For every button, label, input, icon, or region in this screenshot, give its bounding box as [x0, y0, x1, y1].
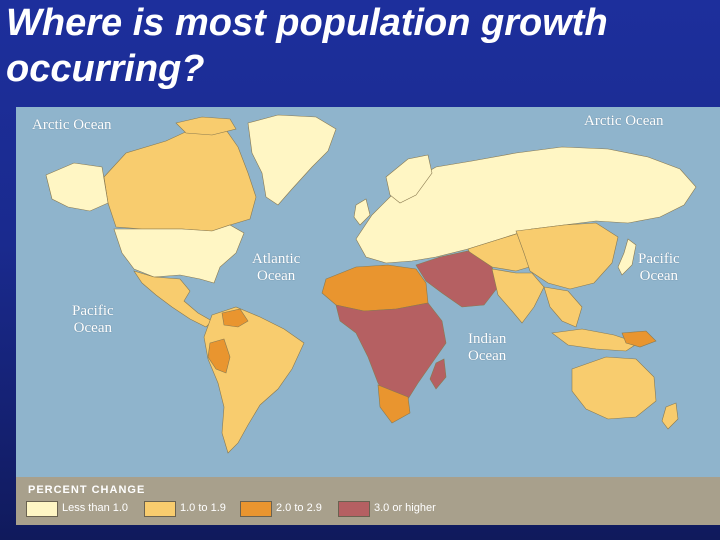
legend-label: 2.0 to 2.9 [276, 502, 322, 514]
ocean-label-atlantic-line1: Atlantic [252, 251, 301, 267]
ocean-label-pacific-right-line1: Pacific [638, 251, 680, 267]
europe-russia [355, 146, 697, 264]
ocean-label-arctic-right: Arctic Ocean [584, 113, 664, 129]
ocean-label-pacific-left-line2: Ocean [73, 320, 112, 336]
arctic-islands [175, 116, 237, 136]
ocean-label-pacific-left: Pacific Ocean [72, 303, 114, 337]
new-zealand [661, 402, 679, 430]
australia [571, 356, 657, 420]
ocean-label-atlantic: Atlantic Ocean [252, 251, 300, 285]
china [515, 222, 619, 290]
legend-label: Less than 1.0 [62, 502, 129, 514]
legend-label: 3.0 or higher [374, 502, 436, 514]
world-map: Arctic Ocean Arctic Ocean Atlantic Ocean… [16, 107, 720, 525]
southern-africa [377, 384, 411, 424]
slide-title: Where is most population growth occurrin… [6, 2, 608, 90]
mexico-central-america [133, 270, 213, 328]
japan [617, 238, 637, 276]
legend: PERCENT CHANGE Less than 1.0 1.0 to 1.9 … [16, 477, 720, 525]
middle-east [415, 250, 499, 308]
legend-item-2-to-2-9: 2.0 to 2.9 [240, 501, 360, 517]
venezuela-region [221, 308, 249, 328]
british-isles [353, 198, 371, 226]
new-guinea [621, 330, 657, 348]
south-america [203, 306, 305, 454]
andean-region [207, 338, 231, 374]
ocean-label-indian-line1: Indian [468, 331, 507, 347]
south-asia [491, 268, 545, 324]
legend-item-1-to-1-9: 1.0 to 1.9 [144, 501, 264, 517]
ocean-label-pacific-right: Pacific Ocean [638, 251, 680, 285]
legend-item-3-or-higher: 3.0 or higher [338, 501, 478, 517]
indonesia [551, 328, 639, 352]
legend-label: 1.0 to 1.9 [180, 502, 226, 514]
canada [103, 126, 257, 232]
ocean-label-indian-line2: Ocean [468, 348, 507, 364]
legend-swatch [338, 501, 370, 517]
north-africa [321, 264, 429, 312]
ocean-label-indian: Indian Ocean [468, 331, 506, 365]
ocean-label-pacific-left-line1: Pacific [72, 303, 114, 319]
legend-swatch [26, 501, 58, 517]
legend-title: PERCENT CHANGE [28, 484, 146, 496]
madagascar [429, 358, 447, 390]
legend-item-less-than-1: Less than 1.0 [26, 501, 176, 517]
legend-swatch [240, 501, 272, 517]
southeast-asia [543, 286, 583, 328]
ocean-label-arctic-left: Arctic Ocean [32, 117, 112, 133]
map-canvas [45, 114, 697, 454]
legend-swatch [144, 501, 176, 517]
usa [113, 224, 245, 284]
sub-saharan-africa [335, 302, 447, 404]
greenland [247, 114, 337, 206]
alaska [45, 162, 109, 212]
ocean-label-atlantic-line2: Ocean [257, 268, 296, 284]
ocean-label-pacific-right-line2: Ocean [639, 268, 678, 284]
scandinavia [385, 154, 433, 204]
